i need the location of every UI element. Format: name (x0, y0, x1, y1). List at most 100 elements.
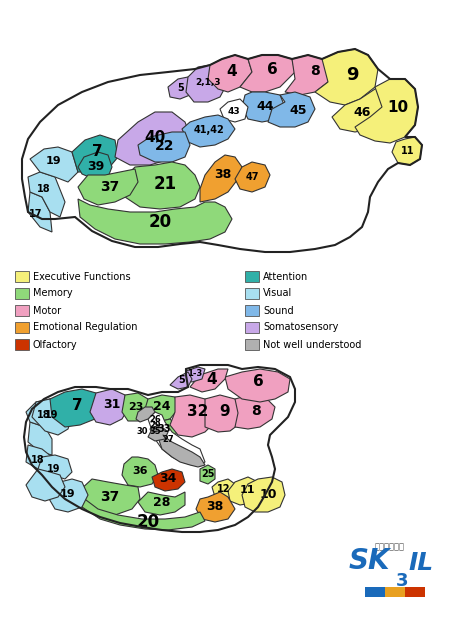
Text: 8: 8 (251, 404, 261, 418)
Polygon shape (170, 372, 192, 389)
Bar (245, 322, 259, 333)
Polygon shape (228, 477, 260, 505)
Polygon shape (78, 169, 138, 205)
Text: 26: 26 (149, 416, 161, 424)
Bar (245, 305, 259, 316)
Text: 29: 29 (149, 421, 161, 431)
Polygon shape (148, 412, 205, 465)
Polygon shape (145, 395, 178, 422)
Text: 21: 21 (154, 175, 176, 193)
Polygon shape (152, 469, 185, 491)
Polygon shape (168, 77, 194, 99)
Text: IL: IL (408, 551, 433, 575)
Text: 19: 19 (45, 410, 59, 420)
Polygon shape (148, 427, 168, 441)
Text: 7: 7 (91, 144, 102, 159)
Text: Attention: Attention (263, 271, 308, 282)
Polygon shape (225, 369, 290, 402)
Polygon shape (392, 137, 422, 165)
Text: 9: 9 (219, 404, 230, 418)
Text: ՠՠՠՠՠՠ: ՠՠՠՠՠՠ (375, 542, 405, 552)
Text: 17: 17 (29, 209, 43, 219)
Polygon shape (32, 399, 72, 435)
Bar (15, 271, 29, 282)
Polygon shape (78, 199, 232, 244)
Polygon shape (200, 465, 215, 484)
Text: 1-3: 1-3 (187, 369, 202, 379)
Bar (245, 271, 259, 282)
Text: 31: 31 (103, 399, 121, 411)
Text: 20: 20 (137, 513, 160, 531)
Bar (375, 587, 385, 597)
Polygon shape (78, 492, 205, 530)
Text: 19: 19 (47, 464, 61, 474)
Text: Sound: Sound (263, 305, 293, 315)
Polygon shape (26, 399, 65, 429)
Text: 38: 38 (206, 500, 224, 514)
Bar (15, 305, 29, 316)
Polygon shape (242, 477, 285, 512)
Text: 10: 10 (259, 488, 277, 500)
Text: 19: 19 (60, 489, 76, 499)
Text: 35: 35 (149, 428, 161, 436)
Text: 18: 18 (37, 184, 51, 194)
Text: 30: 30 (136, 426, 148, 436)
Polygon shape (28, 172, 65, 217)
Text: Somatosensory: Somatosensory (263, 322, 338, 332)
Text: 40: 40 (145, 130, 165, 144)
Text: 24: 24 (153, 401, 171, 413)
Text: Motor: Motor (33, 305, 61, 315)
Text: 11: 11 (401, 146, 415, 156)
Text: 6: 6 (266, 61, 277, 76)
Polygon shape (50, 389, 100, 427)
Text: 37: 37 (100, 490, 119, 504)
Polygon shape (78, 479, 140, 515)
Text: 37: 37 (100, 180, 119, 194)
Bar (245, 339, 259, 350)
Polygon shape (150, 419, 178, 441)
Text: 34: 34 (159, 473, 177, 485)
Polygon shape (235, 162, 270, 192)
Text: SK: SK (348, 547, 390, 575)
Polygon shape (235, 395, 275, 429)
Bar (245, 288, 259, 299)
Text: 27: 27 (162, 435, 174, 443)
Bar (385, 587, 395, 597)
Bar (405, 587, 415, 597)
Polygon shape (138, 132, 190, 162)
Text: Executive Functions: Executive Functions (33, 271, 131, 282)
Polygon shape (182, 115, 235, 147)
Text: 2,1,3: 2,1,3 (195, 78, 221, 87)
Polygon shape (315, 49, 378, 105)
Text: 10: 10 (387, 100, 409, 115)
Polygon shape (196, 492, 235, 522)
Polygon shape (220, 99, 248, 122)
Polygon shape (240, 55, 295, 92)
Polygon shape (242, 92, 285, 122)
Text: 22: 22 (155, 139, 175, 153)
Text: 25: 25 (201, 469, 215, 479)
Polygon shape (72, 135, 118, 172)
Text: 44: 44 (256, 100, 274, 113)
Bar (395, 587, 405, 597)
Text: 12: 12 (217, 484, 231, 494)
Text: 6: 6 (253, 374, 264, 389)
Text: 18: 18 (37, 410, 51, 420)
Polygon shape (120, 162, 200, 209)
Text: Olfactory: Olfactory (33, 339, 78, 349)
Text: 20: 20 (148, 213, 172, 231)
Text: 43: 43 (228, 107, 240, 115)
Text: 5: 5 (179, 375, 185, 385)
Text: Emotional Regulation: Emotional Regulation (33, 322, 137, 332)
Text: 46: 46 (353, 107, 371, 120)
Polygon shape (205, 395, 245, 432)
Polygon shape (28, 192, 52, 232)
Text: 33: 33 (157, 424, 171, 434)
Text: 32: 32 (187, 404, 209, 419)
Text: 8: 8 (310, 64, 320, 78)
Polygon shape (355, 79, 418, 143)
Polygon shape (158, 437, 205, 467)
Polygon shape (170, 395, 218, 437)
Polygon shape (186, 65, 228, 102)
Polygon shape (26, 445, 52, 472)
